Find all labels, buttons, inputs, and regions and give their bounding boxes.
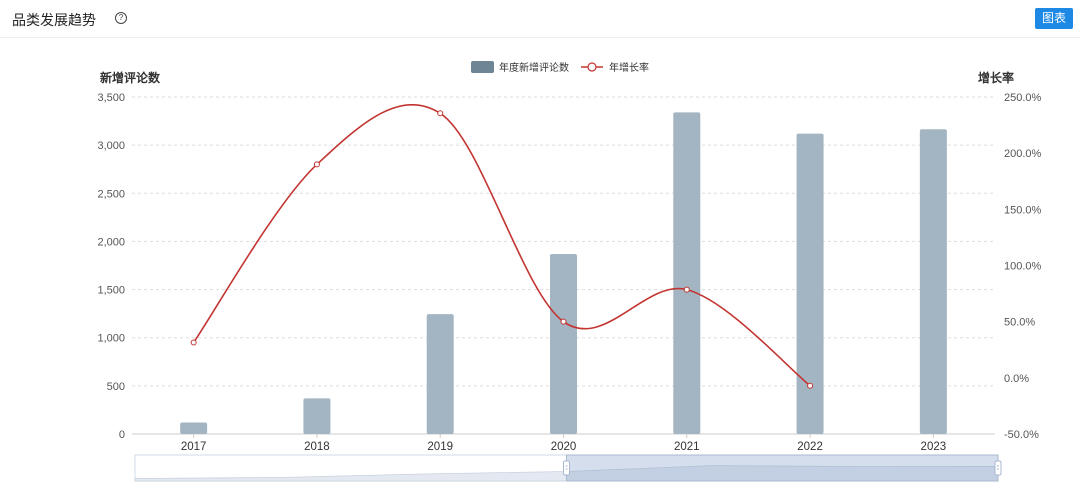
y-left-tick-label: 500 (107, 381, 125, 393)
bar-2022[interactable] (796, 133, 824, 435)
y-left-tick-label: 2,000 (97, 236, 125, 248)
legend-line-marker (587, 62, 597, 72)
growth-rate-line (192, 103, 811, 387)
zoom-slider-left-handle[interactable] (563, 460, 570, 476)
panel-header: 品类发展趋势 ? 图表 (0, 0, 1080, 38)
x-tick-label: 2019 (427, 441, 453, 453)
bar-2017[interactable] (180, 422, 208, 434)
growth-rate-point-2017[interactable] (190, 339, 197, 346)
y-right-tick-label: 100.0% (1004, 261, 1042, 273)
growth-rate-point-2020[interactable] (560, 318, 567, 325)
growth-rate-point-2018[interactable] (313, 161, 320, 168)
growth-rate-point-2022[interactable] (807, 382, 814, 389)
y-left-tick-label: 1,500 (97, 285, 125, 297)
y-left-tick-label: 0 (119, 429, 125, 441)
y-right-tick-label: 150.0% (1004, 204, 1042, 216)
y-left-tick-label: 2,500 (97, 188, 125, 200)
bar-2021[interactable] (673, 112, 701, 435)
x-tick-label: 2020 (551, 441, 577, 453)
bar-2023[interactable] (919, 129, 947, 434)
legend-bar-swatch[interactable] (471, 61, 494, 73)
y-left-axis-title: 新增评论数 (100, 70, 161, 85)
panel-title: 品类发展趋势 (12, 12, 96, 28)
y-right-tick-label: -50.0% (1004, 429, 1039, 441)
growth-rate-point-2021[interactable] (683, 286, 690, 293)
y-left-tick-label: 3,000 (97, 140, 125, 152)
legend-line-label: 年增长率 (609, 61, 649, 74)
y-right-axis-title: 增长率 (978, 70, 1014, 85)
growth-rate-point-2019[interactable] (437, 110, 444, 117)
y-right-tick-label: 50.0% (1004, 317, 1035, 329)
y-left-tick-label: 1,000 (97, 333, 125, 345)
zoom-slider-right-handle[interactable] (994, 460, 1002, 476)
x-tick-label: 2022 (797, 441, 823, 453)
x-tick-label: 2023 (921, 441, 947, 453)
x-tick-label: 2018 (304, 441, 330, 453)
bar-2020[interactable] (550, 253, 577, 434)
zoom-slider-selection[interactable] (566, 454, 999, 482)
y-right-tick-label: 200.0% (1004, 148, 1042, 160)
x-tick-label: 2017 (181, 441, 207, 453)
bar-2019[interactable] (426, 314, 454, 434)
chart-view-button[interactable]: 图表 (1035, 8, 1073, 29)
y-left-tick-label: 3,500 (97, 92, 125, 104)
x-tick-label: 2021 (674, 441, 700, 453)
legend-bar-label: 年度新增评论数 (499, 61, 569, 74)
question-circle-icon[interactable]: ? (115, 12, 127, 24)
y-right-tick-label: 0.0% (1004, 373, 1029, 385)
y-right-tick-label: 250.0% (1004, 92, 1042, 104)
bar-2018[interactable] (303, 398, 331, 434)
